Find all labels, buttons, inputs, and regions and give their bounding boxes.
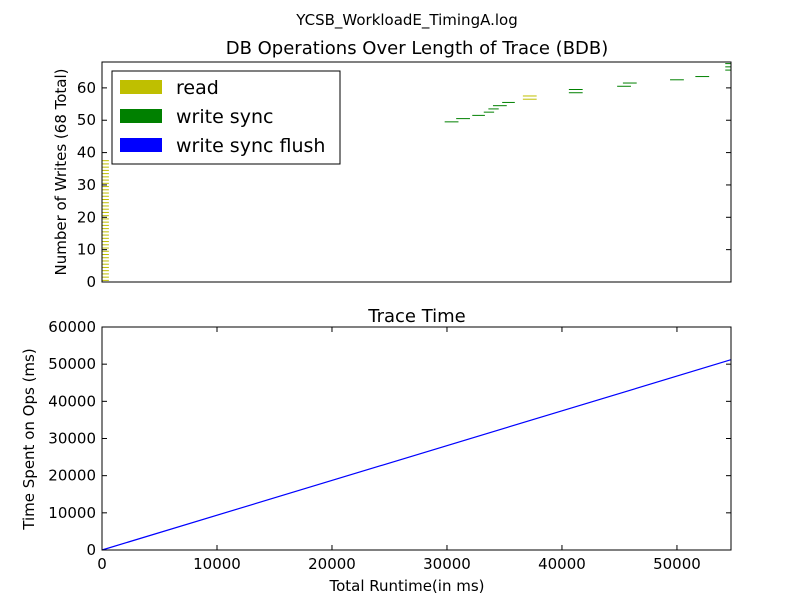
legend-swatch-read	[120, 80, 162, 94]
y-tick-label: 20	[77, 208, 96, 226]
x-tick-label: 50000	[653, 555, 701, 573]
legend: read write sync write sync flush	[111, 70, 341, 165]
operations-plot-frame	[101, 61, 732, 283]
x-tick-label: 30000	[423, 555, 471, 573]
legend-swatch-write-sync	[120, 109, 162, 123]
operations-y-ticks: 0 10 20 30 40 50 60	[77, 79, 731, 291]
x-tick-label: 0	[97, 555, 107, 573]
y-tick-label: 40000	[48, 392, 96, 410]
trace-time-plot-frame	[101, 326, 732, 551]
operations-chart: DB Operations Over Length of Trace (BDB)…	[52, 38, 732, 291]
trace-time-chart-title: Trace Time	[367, 306, 466, 327]
y-tick-label: 60	[77, 79, 96, 97]
trace-time-chart: Trace Time 0 10000 20000 30000 40000 50000 600…	[20, 306, 732, 595]
trace-time-x-axis-label: Total Runtime(in ms)	[328, 577, 484, 595]
trace-time-y-axis-label: Time Spent on Ops (ms)	[20, 348, 38, 530]
figure-suptitle: YCSB_WorkloadE_TimingA.log	[295, 11, 517, 30]
operations-marks	[102, 63, 731, 281]
y-tick-label: 10000	[48, 504, 96, 522]
y-tick-label: 0	[86, 541, 96, 559]
legend-label-read: read	[176, 77, 219, 99]
y-tick-label: 20000	[48, 467, 96, 485]
legend-label-write-sync-flush: write sync flush	[176, 135, 325, 157]
operations-chart-title: DB Operations Over Length of Trace (BDB)	[226, 38, 609, 59]
trace-time-line	[101, 359, 732, 551]
y-tick-label: 40	[77, 144, 96, 162]
y-tick-label: 50	[77, 111, 96, 129]
x-tick-label: 40000	[538, 555, 586, 573]
y-tick-label: 60000	[48, 318, 96, 336]
y-tick-label: 0	[86, 273, 96, 291]
x-tick-label: 10000	[193, 555, 241, 573]
trace-time-marks	[101, 359, 732, 551]
y-tick-label: 50000	[48, 355, 96, 373]
y-tick-label: 10	[77, 241, 96, 259]
legend-swatch-write-sync-flush	[120, 138, 162, 152]
y-tick-label: 30	[77, 176, 96, 194]
y-tick-label: 30000	[48, 430, 96, 448]
legend-label-write-sync: write sync	[176, 106, 273, 128]
operations-y-axis-label: Number of Writes (68 Total)	[52, 68, 70, 275]
x-tick-label: 20000	[308, 555, 356, 573]
trace-time-ticks: 0 10000 20000 30000 40000 50000 60000 0 10000 200…	[48, 318, 731, 573]
